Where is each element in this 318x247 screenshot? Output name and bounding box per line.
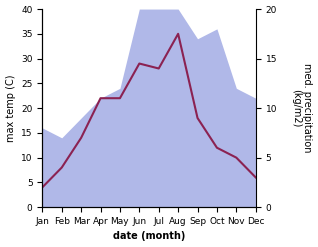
- Y-axis label: med. precipitation
(kg/m2): med. precipitation (kg/m2): [291, 63, 313, 153]
- X-axis label: date (month): date (month): [113, 231, 185, 242]
- Y-axis label: max temp (C): max temp (C): [5, 74, 16, 142]
